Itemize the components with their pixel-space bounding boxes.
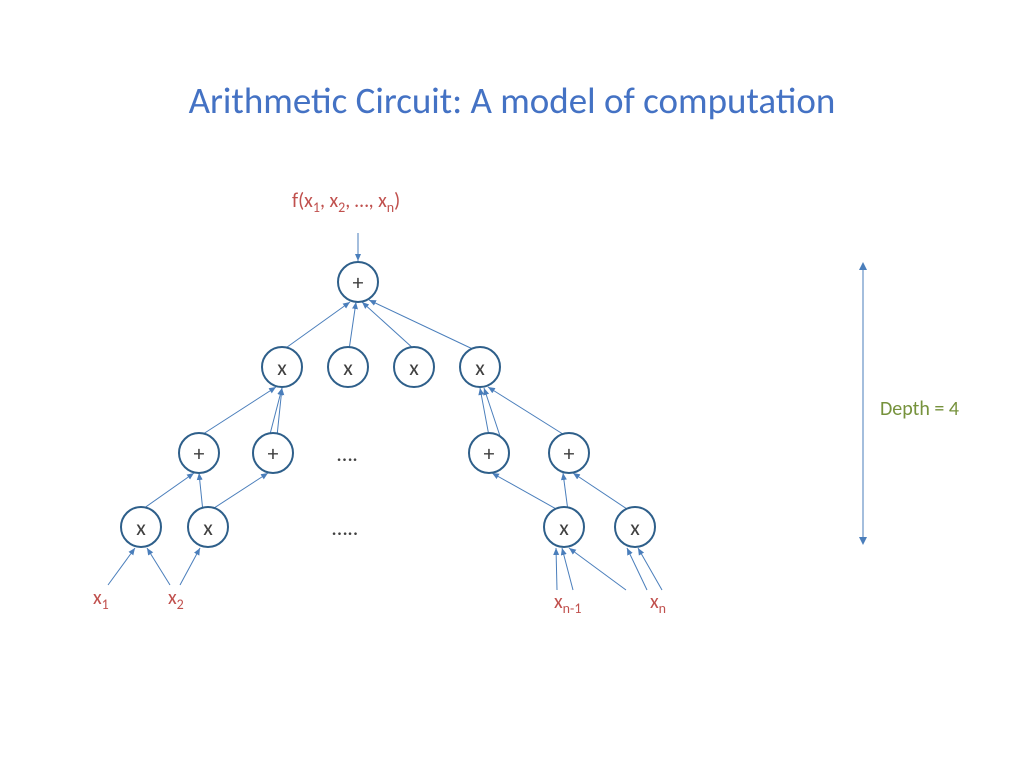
- circuit-node-x22: x: [614, 506, 656, 548]
- circuit-node-x21: x: [543, 506, 585, 548]
- depth-label: Depth = 4: [880, 397, 959, 421]
- input-label-1: x2: [168, 586, 184, 613]
- circuit-node-m2: x: [327, 346, 369, 388]
- circuit-node-a3: +: [468, 432, 510, 474]
- input-label-3: xn: [650, 590, 666, 617]
- edges-layer: [0, 0, 1024, 768]
- circuit-node-x11: x: [120, 506, 162, 548]
- circuit-node-a2: +: [252, 432, 294, 474]
- circuit-node-m3: x: [393, 346, 435, 388]
- circuit-node-root: +: [337, 261, 379, 303]
- input-label-0: x1: [93, 586, 109, 613]
- ellipsis-0: ….: [337, 440, 358, 467]
- output-label: f(x1, x2, …, xn): [292, 189, 400, 216]
- input-label-2: xn-1: [554, 590, 581, 617]
- ellipsis-1: …..: [332, 514, 358, 541]
- circuit-node-m4: x: [459, 346, 501, 388]
- circuit-node-a4: +: [548, 432, 590, 474]
- circuit-node-x12: x: [187, 506, 229, 548]
- circuit-node-a1: +: [178, 432, 220, 474]
- circuit-node-m1: x: [261, 346, 303, 388]
